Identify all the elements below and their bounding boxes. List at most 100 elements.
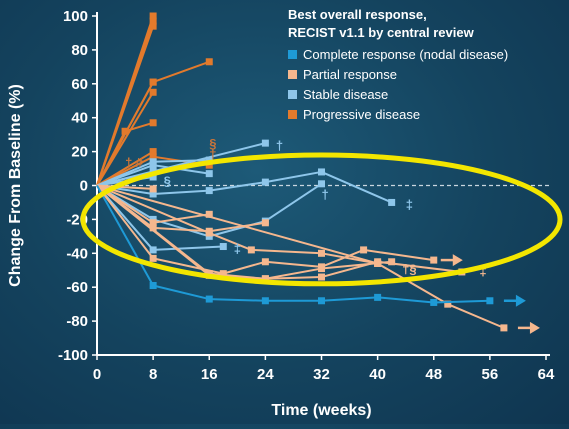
x-tick-label: 24 — [257, 366, 274, 383]
legend-swatch-4 — [288, 110, 297, 119]
series-point-6 — [121, 127, 129, 135]
series-point-3 — [149, 22, 157, 30]
series-point-20 — [261, 219, 269, 227]
legend-label-2: Partial response — [303, 67, 397, 82]
series-point-9 — [149, 153, 157, 161]
footnote-symbol-3: † — [125, 155, 132, 170]
series-point-19 — [205, 210, 213, 218]
y-axis-label: Change From Baseline (%) — [7, 84, 24, 287]
series-point-25 — [500, 324, 508, 332]
footnote-symbol-10: †§ — [402, 262, 416, 277]
y-tick-label: 60 — [71, 76, 88, 93]
series-point-20 — [149, 224, 157, 232]
series-line-24 — [96, 184, 462, 280]
series-point-26 — [374, 293, 382, 301]
series-point-25 — [444, 300, 452, 308]
series-point-11 — [205, 170, 213, 178]
continuation-arrowhead-3 — [529, 321, 540, 334]
continuation-arrowhead-2 — [515, 294, 526, 307]
footnote-symbol-2: † — [209, 146, 216, 161]
series-point-22 — [360, 246, 368, 254]
series-point-17 — [219, 243, 227, 251]
series-point-24 — [318, 273, 325, 281]
series-line-3 — [96, 25, 155, 186]
series-point-15 — [318, 168, 325, 176]
series-point-26 — [261, 297, 269, 305]
y-tick-label: -60 — [66, 279, 88, 296]
y-tick-label: -80 — [66, 313, 88, 330]
x-axis-label: Time (weeks) — [271, 402, 371, 419]
series-line-18 — [96, 184, 154, 190]
series-point-26 — [318, 297, 325, 305]
series-line-15 — [96, 170, 393, 204]
legend-label-1: Complete response (nodal disease) — [303, 47, 508, 62]
series-point-13 — [261, 139, 269, 147]
series-point-15 — [388, 198, 396, 206]
footnote-symbol-9: ‡ — [234, 241, 241, 256]
y-tick-label: 100 — [63, 8, 88, 25]
highlight-ellipse — [80, 152, 563, 287]
y-tick-label: -40 — [66, 245, 88, 262]
series-point-9 — [205, 161, 213, 169]
legend-swatch-3 — [288, 90, 297, 99]
x-tick-label: 64 — [538, 366, 555, 383]
x-tick-label: 40 — [369, 366, 386, 383]
series-point-14 — [149, 173, 157, 181]
series-point-26 — [149, 282, 157, 290]
series-point-11 — [149, 161, 157, 169]
series-point-15 — [261, 178, 269, 186]
x-tick-label: 0 — [93, 366, 101, 383]
legend-label-4: Progressive disease — [303, 107, 420, 122]
series-line-25 — [96, 184, 505, 329]
footnote-symbol-4: # — [136, 155, 144, 170]
series-point-24 — [205, 270, 213, 278]
y-tick-label: 80 — [71, 42, 88, 59]
legend-swatch-1 — [288, 50, 297, 59]
series-point-21 — [247, 246, 255, 254]
series-line-13 — [96, 142, 266, 187]
series-point-15 — [149, 190, 157, 198]
y-tick-label: 40 — [71, 110, 88, 127]
x-tick-label: 56 — [482, 366, 499, 383]
series-point-16 — [318, 180, 325, 188]
x-tick-label: 48 — [425, 366, 442, 383]
y-tick-label: 20 — [71, 144, 88, 161]
x-tick-label: 16 — [201, 366, 218, 383]
footnote-symbol-8: ‡ — [406, 197, 413, 212]
x-tick-label: 32 — [313, 366, 330, 383]
footnote-symbol-11: ‡ — [479, 263, 486, 278]
legend-swatch-2 — [288, 70, 297, 79]
footnote-symbol-1: § — [209, 136, 216, 151]
series-point-21 — [318, 249, 325, 257]
footnote-symbol-5: § — [164, 173, 171, 188]
series-point-8 — [149, 148, 157, 156]
series-line-26 — [96, 185, 490, 304]
series-point-1 — [149, 12, 157, 20]
series-point-15 — [205, 187, 213, 195]
legend-title-line-1: Best overall response, — [288, 7, 427, 22]
series-point-2 — [149, 17, 157, 25]
series-point-26 — [486, 297, 494, 305]
series-point-22 — [219, 270, 227, 278]
footnote-symbol-7: † — [322, 187, 329, 202]
series-point-5 — [149, 88, 157, 96]
series-point-17 — [149, 246, 157, 254]
legend-title-line-2: RECIST v1.1 by central review — [288, 25, 475, 40]
series-point-22 — [149, 254, 157, 262]
y-tick-label: 0 — [80, 178, 88, 195]
series-point-26 — [430, 298, 438, 306]
series-point-26 — [205, 295, 213, 303]
series-point-22 — [430, 256, 438, 264]
series-point-7 — [149, 78, 157, 86]
series-point-18 — [149, 185, 157, 193]
legend-label-3: Stable disease — [303, 87, 388, 102]
y-tick-label: -100 — [58, 347, 88, 364]
series-point-21 — [205, 229, 213, 237]
series-point-25 — [374, 259, 382, 267]
series-point-6 — [149, 119, 157, 127]
footnote-symbol-6: † — [276, 138, 283, 153]
series-point-23 — [318, 265, 325, 273]
series-point-22 — [261, 258, 269, 266]
